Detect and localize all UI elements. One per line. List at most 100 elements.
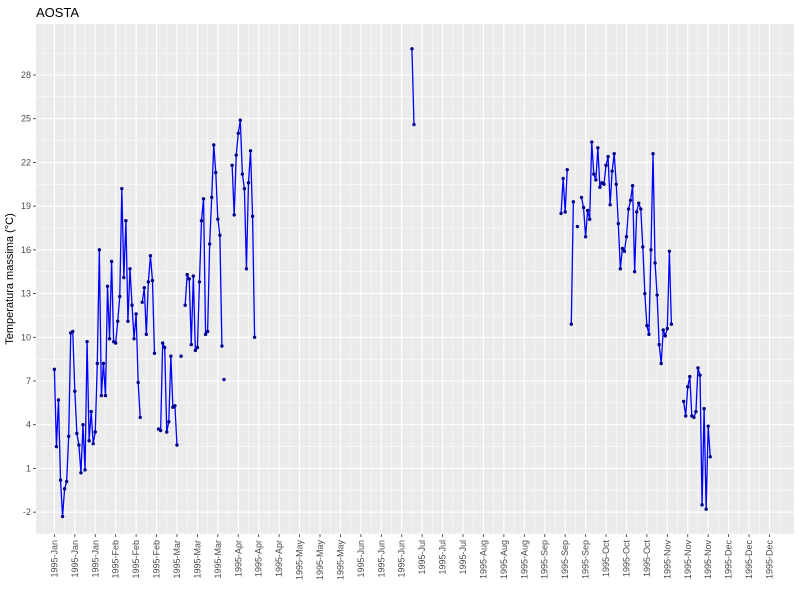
data-point: [75, 431, 79, 436]
data-point: [134, 312, 138, 316]
data-point: [126, 319, 130, 323]
series-line: [411, 48, 415, 125]
data-point: [97, 248, 102, 252]
data-point: [602, 182, 606, 186]
data-point: [569, 322, 573, 326]
data-point: [56, 398, 61, 402]
major-gridlines: [36, 24, 794, 534]
data-point: [561, 176, 565, 181]
x-tick-label: 1995-May: [335, 540, 345, 581]
x-axis-ticks: 1995-Jan 1995-Jan 1995-Jan 1995-Feb 1995-Feb…: [49, 534, 774, 580]
data-point: [113, 341, 118, 345]
data-point: [214, 170, 218, 175]
data-point: [579, 195, 584, 200]
data-point: [698, 373, 702, 377]
data-point: [240, 172, 245, 176]
data-point: [54, 444, 59, 449]
data-point: [559, 211, 563, 216]
data-point: [165, 430, 169, 434]
data-point: [207, 242, 212, 246]
x-tick-label: 1995-Sep: [581, 540, 591, 579]
data-point: [130, 303, 134, 307]
x-tick-label: 1995-Jan: [70, 540, 80, 578]
x-tick-label: 1995-May: [315, 540, 325, 581]
y-tick-label: -2: [23, 507, 31, 517]
x-tick-label: 1995-Jan: [49, 540, 59, 578]
x-tick-label: 1995-Dec: [744, 540, 754, 580]
data-point: [587, 217, 592, 221]
data-point: [195, 345, 200, 350]
data-point: [60, 514, 65, 519]
data-point: [185, 272, 189, 277]
data-point: [58, 478, 63, 482]
data-point: [620, 246, 625, 251]
data-point: [85, 339, 89, 344]
x-tick-label: 1995-Oct: [601, 540, 611, 578]
data-point: [193, 348, 198, 353]
data-point: [205, 329, 210, 334]
x-tick-label: 1995-Nov: [703, 540, 713, 580]
data-point: [107, 337, 112, 341]
y-tick-label: 16: [21, 245, 31, 255]
x-tick-label: 1995-Apr: [254, 540, 264, 577]
x-tick-label: 1995-Mar: [172, 540, 182, 579]
data-point: [230, 163, 234, 168]
data-point: [109, 259, 114, 264]
data-point: [250, 214, 255, 219]
data-point: [160, 341, 165, 345]
y-tick-label: 13: [21, 289, 31, 299]
data-point: [124, 219, 128, 223]
data-point: [77, 443, 81, 447]
data-point: [571, 200, 576, 204]
x-tick-label: 1995-Aug: [519, 540, 529, 579]
x-tick-label: 1995-Oct: [621, 540, 631, 578]
x-tick-label: 1995-Jul: [458, 540, 468, 575]
data-point: [634, 210, 639, 214]
data-point: [138, 415, 142, 420]
x-tick-label: 1995-Dec: [764, 540, 774, 580]
x-tick-label: 1995-Aug: [499, 540, 509, 579]
data-point: [140, 300, 144, 305]
data-point: [103, 393, 108, 398]
data-point: [99, 393, 104, 398]
y-tick-label: 1: [26, 463, 31, 473]
data-point: [118, 294, 122, 299]
data-point: [244, 267, 249, 271]
data-point: [173, 404, 177, 408]
data-point: [610, 169, 614, 173]
data-point: [81, 423, 85, 427]
data-point: [91, 441, 95, 446]
data-point: [410, 47, 414, 51]
data-point: [128, 267, 132, 271]
x-tick-label: 1995-Feb: [111, 540, 121, 579]
data-point: [79, 471, 83, 475]
data-point: [152, 351, 157, 356]
data-point: [624, 235, 629, 239]
data-point: [618, 267, 623, 271]
data-point: [688, 374, 692, 379]
data-point: [606, 154, 610, 159]
data-point: [203, 332, 208, 337]
minor-gridlines: [36, 24, 794, 535]
data-point: [136, 380, 140, 385]
data-point: [669, 322, 674, 326]
data-point: [614, 182, 618, 186]
y-axis-ticks: -2 1 4 7 10 13 16 19 22 25 28: [21, 70, 36, 517]
x-tick-label: 1995-Feb: [131, 540, 141, 579]
x-tick-label: 1995-Sep: [560, 540, 570, 579]
data-point: [681, 399, 686, 404]
data-point: [83, 468, 87, 472]
data-point: [64, 479, 69, 484]
data-point: [647, 332, 651, 337]
data-point: [95, 361, 99, 366]
chart-title: AOSTA: [36, 5, 79, 20]
x-tick-label: 1995-Jul: [417, 540, 427, 575]
data-point: [201, 197, 206, 201]
data-point: [643, 291, 647, 296]
data-point: [101, 361, 106, 366]
data-point: [702, 406, 706, 411]
series-line: [570, 201, 574, 325]
series-line: [231, 119, 256, 338]
x-tick-label: 1995-Jul: [438, 540, 448, 575]
